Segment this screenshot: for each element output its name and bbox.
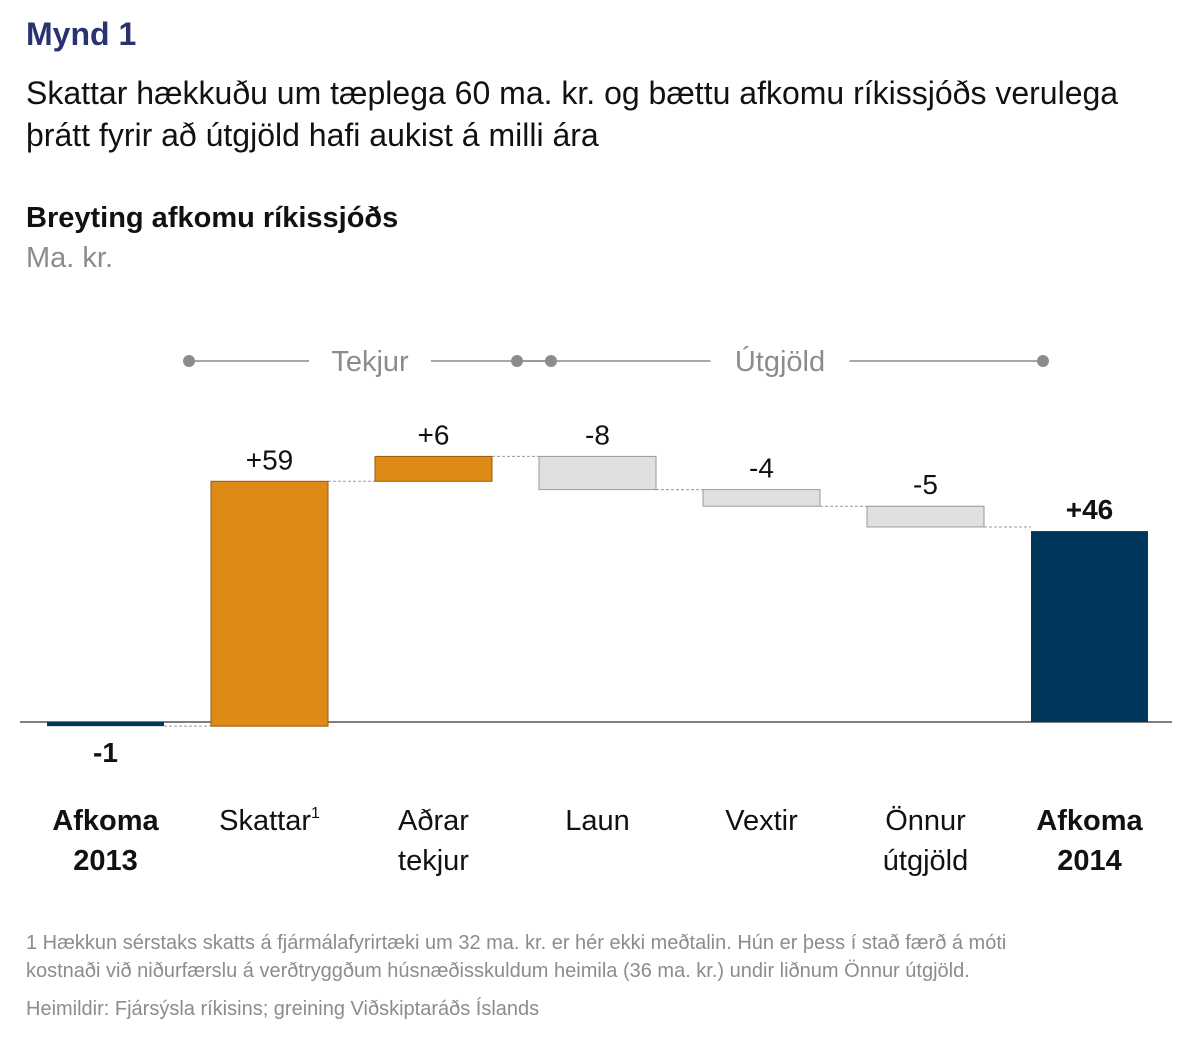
value-label: +6 — [418, 419, 450, 450]
value-label: +59 — [246, 444, 294, 475]
value-label: -4 — [749, 453, 774, 484]
category-label: Laun — [565, 805, 630, 837]
group-bracket: Útgjöld — [511, 345, 1049, 378]
value-label: +46 — [1066, 494, 1114, 525]
category-label: Afkoma 2014 — [1036, 805, 1143, 877]
value-label: -5 — [913, 469, 938, 500]
category-label: Vextir — [725, 805, 798, 837]
bar — [866, 505, 985, 528]
bar — [210, 480, 329, 727]
bar — [374, 455, 493, 482]
chart-unit: Ma. kr. — [26, 242, 114, 274]
category-label: Aðrar tekjur — [398, 805, 469, 877]
footnote-line-1: 1 Hækkun sérstaks skatts á fjármálafyrir… — [26, 932, 1007, 954]
value-label: -1 — [93, 737, 118, 768]
bar — [538, 455, 657, 491]
group-label: Útgjöld — [735, 345, 825, 378]
bar — [47, 722, 164, 727]
bar — [1031, 531, 1148, 722]
bar — [702, 489, 821, 507]
value-label: -8 — [585, 419, 610, 450]
group-endpoint — [511, 355, 523, 367]
headline: Skattar hækkuðu um tæplega 60 ma. kr. og… — [26, 75, 1119, 153]
group-endpoint — [1037, 355, 1049, 367]
category-label: Skattar1 — [219, 805, 320, 837]
group-endpoint — [183, 355, 195, 367]
group-label: Tekjur — [331, 346, 409, 378]
group-bracket: Tekjur — [183, 346, 557, 378]
chart-title: Breyting afkomu ríkissjóðs — [26, 202, 399, 234]
category-label: Önnur útgjöld — [883, 805, 968, 877]
footnote: 1 Hækkun sérstaks skatts á fjármálafyrir… — [26, 929, 1176, 985]
waterfall-chart: -1 +59 +6 -8 -4 -5 +46 Afkoma 2013 Skattar1 Aðrar t… — [20, 345, 1172, 877]
figure-label: Mynd 1 — [26, 16, 137, 52]
source-note: Heimildir: Fjársýsla ríkisins; greining … — [26, 998, 540, 1020]
footnote-line-2: kostnaði við niðurfærslu á verðtryggðum … — [26, 960, 970, 982]
category-label: Afkoma 2013 — [52, 805, 159, 877]
